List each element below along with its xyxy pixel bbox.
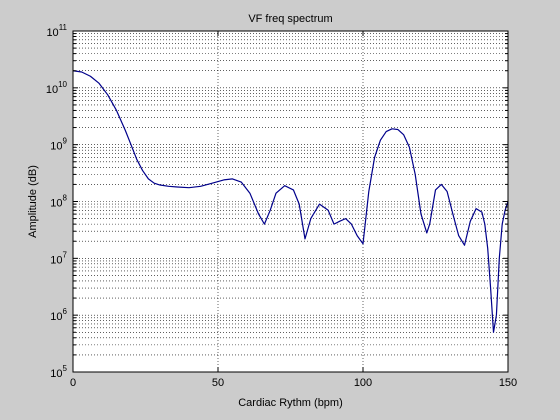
x-tick-label: 50	[212, 377, 224, 389]
x-tick-label: 100	[354, 377, 372, 389]
y-tick-label: 105	[50, 364, 67, 380]
y-tick-label: 107	[50, 250, 67, 266]
series-line	[72, 70, 509, 333]
ticks: 0 50 100 150 105 106 107 108 109 1010 1011	[46, 23, 517, 389]
y-tick-label: 106	[50, 307, 67, 323]
y-axis-label: Amplitude (dB)	[27, 165, 39, 238]
chart-title: VF freq spectrum	[248, 13, 332, 25]
series-layer	[72, 70, 509, 333]
y-tick-label: 1011	[46, 23, 67, 39]
y-tick-label: 1010	[46, 80, 68, 96]
x-tick-label: 0	[70, 377, 76, 389]
y-tick-label: 109	[50, 137, 67, 153]
x-tick-label: 150	[499, 377, 517, 389]
x-axis-label: Cardiac Rythm (bpm)	[238, 397, 343, 409]
y-tick-label: 108	[50, 194, 67, 210]
